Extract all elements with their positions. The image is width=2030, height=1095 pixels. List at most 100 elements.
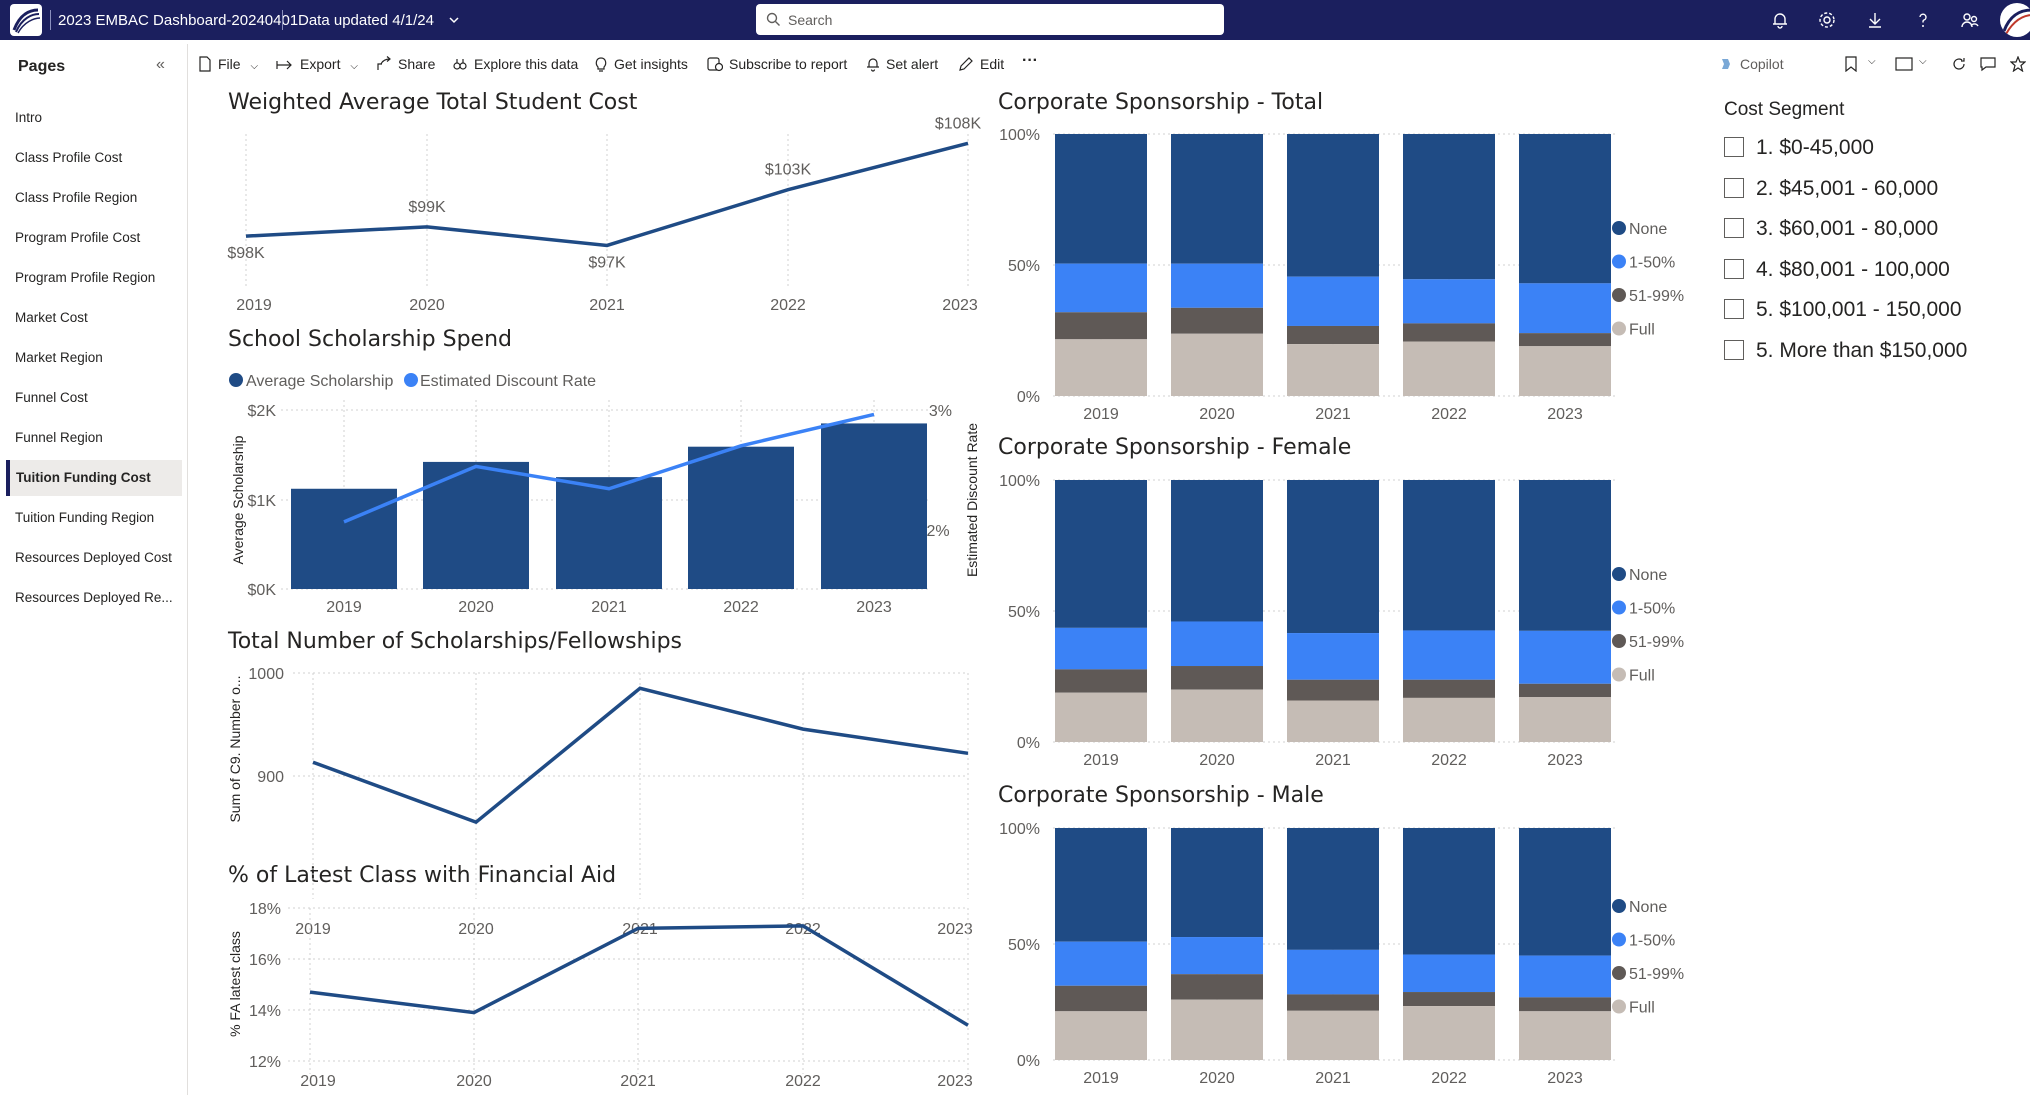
slicer-option[interactable]: 1. $0-45,000: [1724, 136, 1874, 160]
checkbox[interactable]: [1724, 137, 1744, 157]
sidebar-page-item[interactable]: Funnel Cost: [15, 390, 88, 405]
file-label: File: [218, 56, 241, 72]
x-tick-label: 2020: [458, 921, 494, 938]
stacked-bar-segment: [1055, 480, 1147, 628]
slicer-option[interactable]: 2. $45,001 - 60,000: [1724, 177, 1938, 201]
stacked-bar-segment: [1287, 480, 1379, 634]
view-chevron-icon[interactable]: ⌵: [1919, 56, 1927, 67]
data-updated-label: Data updated 4/1/24: [298, 12, 434, 29]
sidebar-page-item[interactable]: Funnel Region: [15, 430, 103, 445]
x-tick-label: 2019: [236, 297, 272, 314]
stacked-bar-segment: [1171, 974, 1263, 1000]
get-insights-button[interactable]: Get insights: [594, 56, 688, 72]
sidebar-page-item[interactable]: Intro: [15, 110, 43, 125]
collapse-pane-icon[interactable]: «: [156, 56, 165, 73]
bell-icon[interactable]: [1770, 10, 1790, 30]
sidebar-page-item[interactable]: Market Region: [15, 350, 103, 365]
stacked-bar-segment: [1519, 955, 1611, 998]
report-title[interactable]: 2023 EMBAC Dashboard-20240401: [58, 12, 299, 29]
legend-label: 1-50%: [1629, 601, 1675, 618]
stacked-bar-segment: [1287, 700, 1379, 742]
checkbox[interactable]: [1724, 177, 1744, 198]
download-icon[interactable]: [1865, 10, 1885, 30]
data-label: $99K: [408, 199, 446, 216]
x-tick-label: 2021: [1315, 752, 1351, 769]
y-tick-label: 0%: [1017, 389, 1040, 406]
x-tick-label: 2023: [937, 921, 973, 938]
sidebar-page-item[interactable]: Class Profile Cost: [15, 150, 123, 165]
sidebar-page-item[interactable]: Resources Deployed Re...: [15, 590, 173, 605]
series-line: [312, 686, 969, 825]
x-tick-label: 2022: [723, 599, 759, 616]
stacked-bar-segment: [1519, 697, 1611, 742]
sidebar-page-item[interactable]: Market Cost: [15, 310, 88, 325]
slicer-option[interactable]: 5. $100,001 - 150,000: [1724, 298, 1962, 322]
share-button[interactable]: Share: [376, 56, 435, 72]
avatar[interactable]: [2000, 3, 2030, 37]
data-updated-dropdown[interactable]: Data updated 4/1/24: [298, 12, 460, 29]
legend-marker: [1612, 567, 1626, 581]
sidebar-page-item[interactable]: Program Profile Region: [15, 270, 156, 285]
edit-button[interactable]: Edit: [958, 56, 1004, 72]
bookmark-icon[interactable]: [1844, 56, 1858, 72]
more-options-button[interactable]: ···: [1022, 52, 1038, 69]
slicer-option[interactable]: 3. $60,001 - 80,000: [1724, 217, 1938, 241]
stacked-bar-segment: [1287, 276, 1379, 326]
file-menu-button[interactable]: File ⌵: [198, 56, 258, 72]
help-icon[interactable]: [1913, 10, 1933, 30]
sidebar-page-item[interactable]: Tuition Funding Cost: [6, 460, 182, 496]
stacked-bar-segment: [1403, 1006, 1495, 1060]
sidebar-page-item[interactable]: Resources Deployed Cost: [15, 550, 172, 565]
export-menu-button[interactable]: Export ⌵: [276, 56, 358, 72]
search-input[interactable]: Search: [756, 4, 1224, 35]
subscribe-button[interactable]: Subscribe to report: [707, 56, 847, 72]
view-icon[interactable]: [1895, 57, 1913, 71]
legend-marker: [1612, 667, 1626, 682]
checkbox[interactable]: [1724, 299, 1744, 319]
checkbox[interactable]: [1724, 258, 1744, 279]
legend-marker: [1612, 254, 1626, 269]
stacked-bar-segment: [1519, 828, 1611, 956]
set-alert-button[interactable]: Set alert: [866, 56, 938, 72]
legend-label: 51-99%: [1629, 634, 1684, 651]
stacked-bar-segment: [1403, 323, 1495, 342]
stacked-bar-segment: [1055, 134, 1147, 264]
slicer-option[interactable]: 4. $80,001 - 100,000: [1724, 258, 1950, 282]
legend-marker: [1612, 932, 1626, 947]
divider: [50, 10, 51, 30]
x-tick-label: 2021: [591, 599, 627, 616]
y-axis-label: Average Scholarship: [230, 435, 246, 564]
sidebar-page-item[interactable]: Tuition Funding Region: [15, 510, 155, 525]
sidebar-page-item[interactable]: Program Profile Cost: [15, 230, 141, 245]
legend-label: None: [1629, 221, 1667, 238]
checkbox[interactable]: [1724, 218, 1744, 238]
gear-icon[interactable]: [1817, 10, 1837, 30]
legend-marker: [1612, 899, 1626, 913]
slicer-option[interactable]: 5. More than $150,000: [1724, 339, 1967, 363]
slicer-option-label: 1. $0-45,000: [1756, 136, 1874, 159]
stacked-bar-segment: [1403, 954, 1495, 993]
checkbox[interactable]: [1724, 339, 1744, 360]
y-tick-label: 900: [257, 769, 284, 786]
chart-title: Corporate Sponsorship - Male: [998, 783, 1324, 808]
explore-data-button[interactable]: Explore this data: [452, 56, 578, 72]
bar: [688, 446, 794, 589]
y-tick-label: 0%: [1017, 1053, 1040, 1070]
refresh-icon[interactable]: [1951, 56, 1967, 72]
stacked-bar-segment: [1287, 828, 1379, 950]
copilot-label: Copilot: [1740, 56, 1784, 72]
share-people-icon[interactable]: [1960, 10, 1980, 30]
chart-title: Weighted Average Total Student Cost: [228, 90, 638, 115]
sidebar-page-item[interactable]: Class Profile Region: [15, 190, 138, 205]
legend-marker: [1612, 288, 1626, 302]
comment-icon[interactable]: [1980, 56, 1996, 72]
bookmark-chevron-icon[interactable]: ⌵: [1868, 56, 1876, 67]
stacked-bar-segment: [1171, 263, 1263, 308]
y-tick-label: 100%: [999, 127, 1040, 144]
stacked-bar-segment: [1055, 1011, 1147, 1060]
bar: [291, 488, 397, 589]
stacked-bar-segment: [1519, 630, 1611, 684]
favorite-star-icon[interactable]: [2010, 56, 2026, 72]
powerbi-logo[interactable]: [10, 4, 42, 36]
copilot-button[interactable]: Copilot: [1718, 56, 1784, 72]
